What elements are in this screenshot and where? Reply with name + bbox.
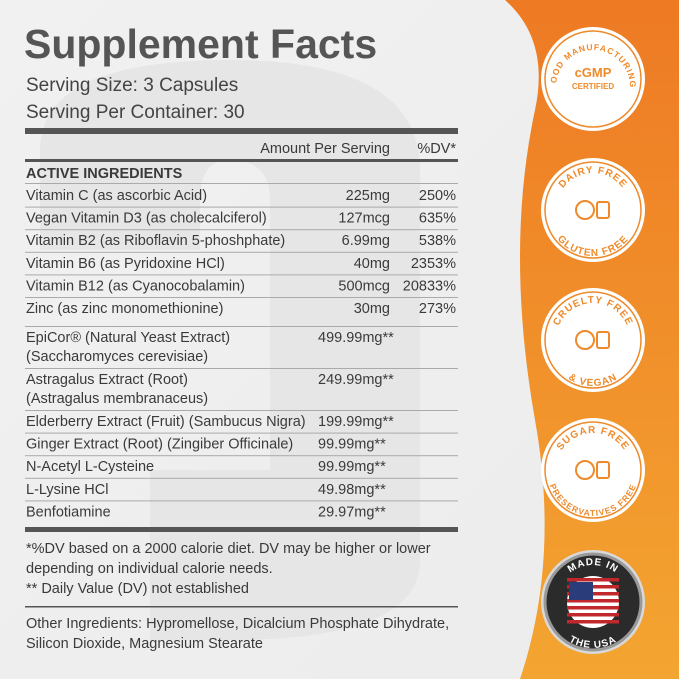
- daily-value: 635%: [419, 211, 456, 227]
- badge-circle: [541, 27, 645, 131]
- ingredient-name: Vegan Vitamin D3 (as cholecalciferol): [26, 211, 267, 227]
- ingredient-name: L-Lysine HCl: [26, 482, 108, 498]
- title: Supplement Facts: [24, 21, 377, 67]
- badge-text: & VEGAN: [567, 372, 620, 389]
- rule: [25, 455, 458, 457]
- amount: 500mcg: [338, 278, 390, 294]
- flag-stripe: [567, 613, 619, 617]
- badge-center: cGMP: [575, 65, 612, 80]
- ingredient-subname: (Astragalus membranaceus): [26, 391, 208, 407]
- ingredient-name: Benfotiamine: [26, 504, 111, 520]
- badge-center: CERTIFIED: [572, 82, 614, 91]
- ingredient-name: Vitamin B12 (as Cyanocobalamin): [26, 278, 245, 294]
- rule: [25, 410, 458, 411]
- flag-stripe: [567, 606, 619, 610]
- other-ingredients: Silicon Dioxide, Magnesium Stearate: [26, 636, 263, 652]
- rule: [25, 206, 458, 208]
- amount: 99.99mg**: [318, 459, 386, 475]
- daily-value: 538%: [419, 233, 456, 249]
- amount: 249.99mg**: [318, 372, 394, 388]
- flag-stripe: [567, 578, 619, 582]
- rule: [25, 606, 458, 608]
- daily-value: 250%: [419, 188, 456, 204]
- rule-thick: [25, 128, 458, 134]
- badge-ring: [544, 291, 642, 389]
- badge-icon: [596, 461, 610, 479]
- rule: [25, 477, 458, 479]
- footnote: ** Daily Value (DV) not established: [26, 581, 249, 597]
- rule: [25, 297, 458, 298]
- ingredient-name: Ginger Extract (Root) (Zingiber Officina…: [26, 437, 293, 453]
- badge-text: THE USA: [567, 634, 618, 651]
- rule: [25, 432, 458, 434]
- watermark: [40, 60, 420, 640]
- ingredient-name: Vitamin B6 (as Pyridoxine HCl): [26, 256, 225, 272]
- ingredient-name: Elderberry Extract (Fruit) (Sambucus Nig…: [26, 414, 306, 430]
- ingredient-name: Vitamin C (as ascorbic Acid): [26, 188, 207, 204]
- amount: 6.99mg: [342, 233, 390, 249]
- rule: [25, 500, 458, 502]
- daily-value: 273%: [419, 301, 456, 317]
- other-ingredients: Other Ingredients: Hypromellose, Dicalci…: [26, 616, 449, 632]
- amount: 30mg: [354, 301, 390, 317]
- rule: [25, 159, 458, 162]
- badge-bottom: THE USA: [567, 634, 617, 651]
- ingredient-name: N-Acetyl L-Cysteine: [26, 459, 154, 475]
- rule: [25, 368, 458, 369]
- daily-value: 20833%: [403, 278, 456, 294]
- badge-icon: [575, 330, 595, 350]
- amount: 49.98mg**: [318, 482, 386, 498]
- rule: [25, 183, 458, 184]
- badge-icon: [575, 460, 595, 480]
- amount: 199.99mg**: [318, 414, 394, 430]
- badge-ring: [544, 421, 642, 519]
- rule: [25, 527, 458, 532]
- amount: 225mg: [346, 188, 390, 204]
- flag-stripe: [567, 599, 619, 603]
- flag-stripe: [567, 620, 619, 624]
- badge: CRUELTY FREE& VEGAN: [541, 288, 645, 392]
- daily-value: 2353%: [411, 256, 456, 272]
- amount: 99.99mg**: [318, 437, 386, 453]
- amount: 127mcg: [338, 211, 390, 227]
- rule: [25, 274, 458, 276]
- badge-ring: [544, 30, 642, 128]
- servings-per-container: Serving Per Container: 30: [26, 102, 245, 123]
- rule: [25, 229, 458, 231]
- badge-ring: [544, 161, 642, 259]
- ingredient-name: Astragalus Extract (Root): [26, 372, 188, 388]
- ingredient-name: Vitamin B2 (as Riboflavin 5-phoshphate): [26, 233, 285, 249]
- footnote: *%DV based on a 2000 calorie diet. DV ma…: [26, 541, 431, 557]
- column-header: %DV*: [417, 141, 456, 157]
- amount: 29.97mg**: [318, 504, 386, 520]
- ingredient-name: EpiCor® (Natural Yeast Extract): [26, 330, 230, 346]
- badge-icon: [575, 200, 595, 220]
- rule: [25, 326, 458, 327]
- rule: [25, 251, 458, 253]
- flag-canton: [569, 582, 593, 600]
- serving-size: Serving Size: 3 Capsules: [26, 75, 238, 96]
- ingredient-name: Zinc (as zinc monomethionine): [26, 301, 223, 317]
- badge-icon: [596, 331, 610, 349]
- ingredient-subname: (Saccharomyces cerevisiae): [26, 349, 208, 365]
- amount: 499.99mg**: [318, 330, 394, 346]
- column-header: Amount Per Serving: [260, 141, 390, 157]
- section-heading: ACTIVE INGREDIENTS: [26, 166, 183, 182]
- badge-bottom: & VEGAN: [567, 372, 619, 389]
- amount: 40mg: [354, 256, 390, 272]
- footnote: depending on individual calorie needs.: [26, 561, 273, 577]
- badge-icon: [596, 201, 610, 219]
